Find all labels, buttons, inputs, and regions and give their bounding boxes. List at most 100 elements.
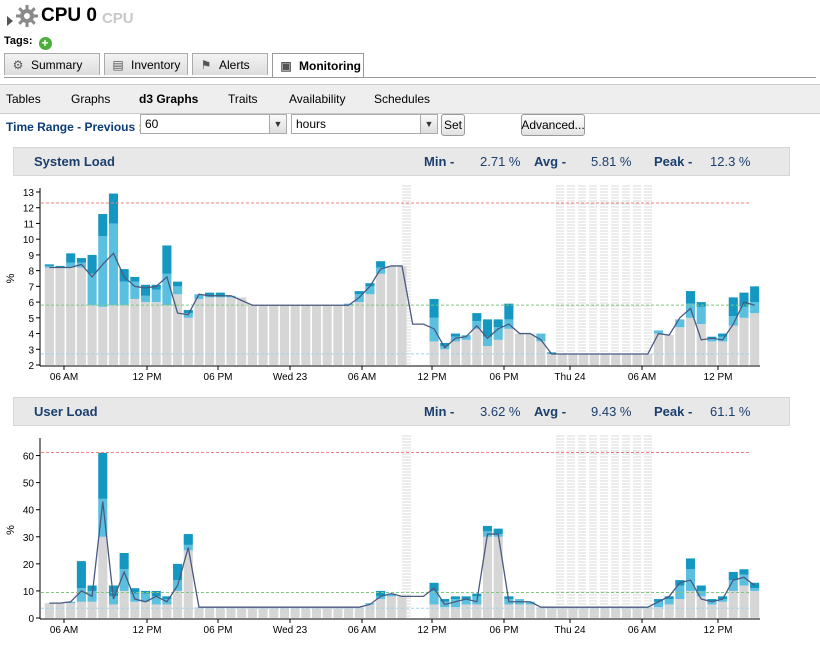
y-tick-label: 5 — [28, 314, 34, 325]
bar-base — [205, 297, 215, 365]
tab-alerts-label: Alerts — [219, 57, 250, 72]
system-load-chart: 2 3 4 5 6 7 8 9 10 11 12 13% 06 AM 12 PM 06 PM Wed 23 06… — [5, 185, 760, 383]
tab-alerts[interactable]: ⚑ Alerts — [192, 53, 268, 75]
subtab-d3-graphs[interactable]: d3 Graphs — [139, 92, 199, 106]
bar-segment-light — [151, 596, 161, 605]
set-button[interactable]: Set — [441, 114, 465, 136]
subtab-tables[interactable]: Tables — [6, 92, 41, 106]
bar-segment-dark — [707, 599, 717, 602]
clipboard-icon: ▤ — [112, 57, 124, 72]
bar-base — [675, 599, 685, 618]
add-tag-icon[interactable]: + — [38, 37, 52, 50]
bar-segment-dark — [183, 534, 193, 545]
expand-triangle-icon[interactable] — [7, 16, 13, 26]
bar-base — [301, 305, 311, 365]
bar-base — [87, 305, 97, 365]
user-load-chart: 0 10 20 30 40 50 60% 06 AM 12 PM 06 PM Wed 23 06 AM… — [5, 435, 760, 636]
bar-base — [279, 607, 289, 618]
y-tick-label: 11 — [24, 219, 35, 230]
bar-base — [664, 604, 674, 618]
x-tick-label: 06 AM — [628, 625, 656, 636]
bar-segment-light — [653, 330, 664, 334]
y-tick-label: 12 — [23, 204, 35, 215]
bar-base — [173, 590, 183, 618]
gear-icon: ⚙ — [12, 57, 24, 72]
time-range-value-select[interactable]: 60 ▼ — [140, 114, 287, 134]
bar-base — [237, 607, 247, 618]
y-tick-label: 13 — [23, 188, 35, 199]
bar-segment-light — [130, 281, 140, 299]
bar-base — [130, 601, 140, 618]
bar-base — [215, 607, 225, 618]
bar-base — [589, 353, 599, 365]
bar-segment-dark — [140, 590, 151, 594]
x-tick-label: 06 AM — [50, 372, 78, 383]
bar-segment-dark — [493, 528, 503, 535]
bar-segment-light — [461, 599, 471, 605]
bar-base — [311, 305, 322, 365]
bar-base — [739, 317, 749, 365]
x-tick-label: 06 AM — [50, 625, 78, 636]
x-tick-label: 06 PM — [204, 372, 233, 383]
advanced-button[interactable]: Advanced... — [521, 114, 585, 136]
x-tick-label: 12 PM — [133, 372, 162, 383]
bar-segment-light — [119, 569, 129, 591]
avg-label: Avg - — [534, 154, 567, 169]
min-label: Min - — [424, 154, 455, 169]
bar-segment-dark — [76, 561, 86, 589]
subtab-availability[interactable]: Availability — [289, 92, 346, 106]
bar-segment-dark — [440, 599, 450, 602]
bar-segment-dark — [173, 563, 183, 581]
bar-segment-dark — [87, 254, 97, 274]
bar-base — [557, 353, 567, 365]
time-range-unit: hours — [296, 117, 327, 131]
bar-base — [365, 294, 375, 365]
bar-segment-dark — [750, 286, 760, 303]
bar-base — [397, 265, 407, 365]
bar-base — [194, 298, 204, 365]
bar-segment-dark — [119, 553, 129, 570]
bar-segment-light — [707, 601, 717, 605]
bar-base — [333, 607, 343, 618]
bar-segment-light — [205, 295, 215, 298]
bar-segment-light — [183, 313, 193, 318]
subtab-schedules[interactable]: Schedules — [374, 92, 431, 106]
x-tick-label: 06 PM — [204, 625, 233, 636]
bar-base — [600, 353, 610, 365]
bar-base — [482, 346, 493, 365]
bar-segment-dark — [472, 313, 482, 321]
main-tabs: ⚙ Summary ▤ Inventory ⚑ Alerts ▣ Monitor… — [4, 53, 816, 78]
bar-base — [739, 585, 749, 618]
bar-segment-light — [718, 599, 728, 602]
bar-base — [718, 601, 728, 618]
bar-base — [632, 353, 642, 365]
bar-segment-dark — [718, 333, 728, 337]
tab-inventory[interactable]: ▤ Inventory — [104, 53, 188, 75]
bar-segment-light — [728, 316, 738, 326]
tab-monitoring[interactable]: ▣ Monitoring — [272, 53, 364, 77]
bar-segment-dark — [98, 452, 108, 499]
bar-base — [429, 341, 439, 365]
bar-base — [493, 339, 503, 365]
subtab-traits[interactable]: Traits — [228, 92, 258, 106]
tab-summary[interactable]: ⚙ Summary — [4, 53, 100, 75]
bar-segment-dark — [504, 303, 514, 320]
bar-segment-dark — [183, 309, 193, 314]
bar-segment-light — [707, 338, 717, 342]
bar-base — [173, 294, 183, 365]
bar-base — [472, 604, 482, 618]
bar-base — [685, 317, 696, 365]
chevron-down-icon: ▼ — [420, 115, 437, 133]
time-range-unit-select[interactable]: hours ▼ — [291, 114, 438, 134]
x-tick-label: 12 PM — [418, 625, 447, 636]
bar-base — [44, 267, 54, 365]
bar-base — [290, 607, 300, 618]
bar-base — [76, 267, 86, 365]
x-tick-label: 06 AM — [348, 625, 376, 636]
bar-base — [98, 536, 108, 618]
peak-label: Peak - — [654, 404, 693, 419]
subtab-graphs[interactable]: Graphs — [71, 92, 111, 106]
bar-base — [258, 607, 268, 618]
bar-base — [344, 607, 354, 618]
min-value: 2.71 % — [480, 154, 521, 169]
